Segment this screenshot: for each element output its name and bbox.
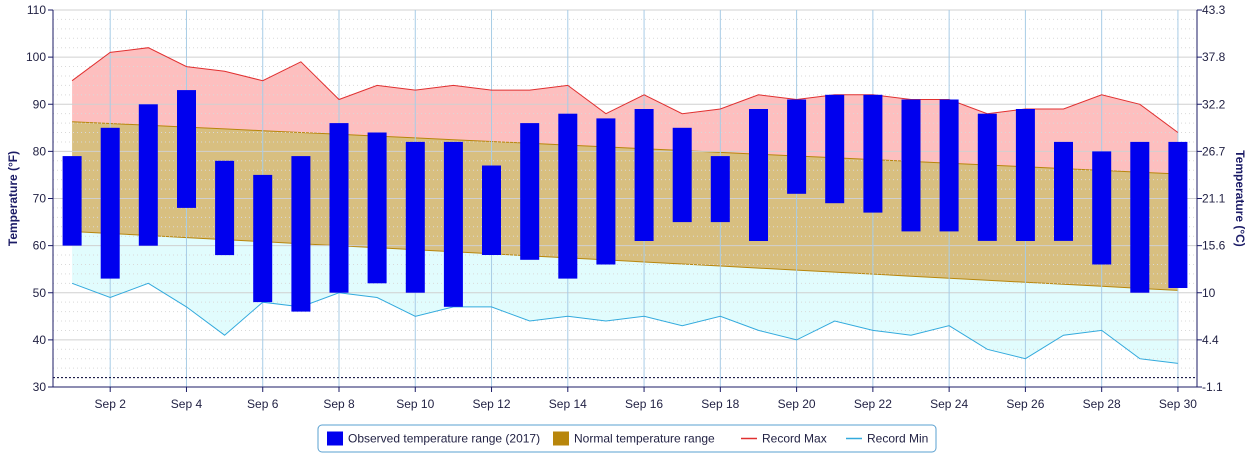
y-tick-label-right: 26.7 xyxy=(1202,144,1226,158)
y-tick-label-right: 21.1 xyxy=(1202,192,1226,206)
y-tick-label-right: 37.8 xyxy=(1202,50,1226,64)
x-tick-label: Sep 8 xyxy=(323,397,355,411)
observed-range-bar[interactable] xyxy=(1130,141,1150,293)
observed-range-bar[interactable] xyxy=(558,113,578,279)
observed-range-bar[interactable] xyxy=(100,127,120,279)
x-tick-label: Sep 12 xyxy=(473,397,511,411)
record-max-line xyxy=(71,47,1179,133)
legend-swatch xyxy=(553,431,569,446)
legend-label: Normal temperature range xyxy=(574,432,715,446)
observed-bars-layer xyxy=(62,90,1188,312)
normal-range-band xyxy=(72,121,1178,291)
x-tick-label: Sep 16 xyxy=(625,397,663,411)
observed-range-bar[interactable] xyxy=(215,160,235,256)
record-lines-layer xyxy=(71,47,1179,364)
legend-label: Record Max xyxy=(762,432,827,446)
observed-range-bar[interactable] xyxy=(825,94,845,204)
observed-range-bar[interactable] xyxy=(634,109,654,241)
legend-box xyxy=(317,424,937,453)
x-tick-label: Sep 14 xyxy=(549,397,587,411)
y-tick-label-right: 15.6 xyxy=(1202,239,1226,253)
y-tick-label-right: -1.1 xyxy=(1202,380,1223,394)
observed-range-bar[interactable] xyxy=(1015,109,1035,241)
observed-range-bar[interactable] xyxy=(710,156,730,223)
observed-range-bar[interactable] xyxy=(749,109,768,241)
y-tick-label-left: 30 xyxy=(33,380,47,394)
y-tick-label-left: 50 xyxy=(33,286,47,300)
x-tick-label: Sep 20 xyxy=(778,397,816,411)
y-tick-label-left: 110 xyxy=(27,3,46,17)
observed-range-bar[interactable] xyxy=(1054,141,1073,241)
x-tick-label: Sep 28 xyxy=(1083,397,1121,411)
observed-range-bar[interactable] xyxy=(329,123,349,293)
observed-range-bar[interactable] xyxy=(977,113,997,241)
legend-item-observed[interactable]: Observed temperature range (2017) xyxy=(327,431,540,446)
legend-label: Record Min xyxy=(867,432,928,446)
y-tick-label-right: 10 xyxy=(1202,286,1216,300)
y-axis-title-left: Temperature (°F) xyxy=(6,151,20,246)
observed-range-bar[interactable] xyxy=(482,165,501,256)
observed-range-bar[interactable] xyxy=(291,156,311,312)
x-tick-label: Sep 26 xyxy=(1006,397,1044,411)
y-tick-label-left: 80 xyxy=(33,144,47,158)
legend[interactable]: Observed temperature range (2017) Normal … xyxy=(317,424,937,453)
observed-range-bar[interactable] xyxy=(863,94,883,213)
observed-range-bar[interactable] xyxy=(405,141,425,293)
observed-range-bar[interactable] xyxy=(1168,141,1188,288)
observed-range-bar[interactable] xyxy=(253,174,273,303)
observed-range-bar[interactable] xyxy=(138,104,158,246)
observed-range-bar[interactable] xyxy=(62,156,82,246)
observed-range-bar[interactable] xyxy=(787,99,807,194)
y-tick-label-left: 100 xyxy=(26,50,46,64)
legend-item-record-min[interactable]: Record Min xyxy=(846,432,928,446)
y-tick-label-left: 70 xyxy=(33,192,47,206)
y-axis-title-right: Temperature (°C) xyxy=(1233,150,1247,247)
observed-range-bar[interactable] xyxy=(367,132,387,284)
legend-swatch xyxy=(327,431,343,446)
record-min-line xyxy=(71,282,1178,364)
legend-label: Observed temperature range (2017) xyxy=(348,432,540,446)
y-tick-label-left: 60 xyxy=(33,239,47,253)
x-tick-label: Sep 10 xyxy=(396,397,434,411)
observed-range-bar[interactable] xyxy=(1092,151,1112,265)
observed-range-bar[interactable] xyxy=(443,141,463,307)
legend-item-normal[interactable]: Normal temperature range xyxy=(553,431,715,446)
observed-range-bar[interactable] xyxy=(596,118,616,265)
observed-range-bar[interactable] xyxy=(901,99,921,232)
x-tick-label: Sep 24 xyxy=(930,397,968,411)
y-tick-label-right: 32.2 xyxy=(1202,97,1226,111)
x-tick-label: Sep 22 xyxy=(854,397,892,411)
x-tick-label: Sep 18 xyxy=(701,397,739,411)
observed-range-bar[interactable] xyxy=(939,99,959,232)
grid-layer xyxy=(53,9,1197,388)
x-tick-label: Sep 4 xyxy=(171,397,203,411)
legend-item-record-max[interactable]: Record Max xyxy=(741,432,827,446)
y-tick-label-left: 40 xyxy=(33,333,47,347)
y-tick-label-left: 90 xyxy=(33,97,47,111)
y-tick-label-right: 4.4 xyxy=(1202,333,1219,347)
observed-range-bar[interactable] xyxy=(177,90,196,208)
axes-layer: 30 40 50 60 70 80 90 100 110 -1.1 4.4 10 15.6 21.1 26.… xyxy=(26,3,1226,411)
y-tick-label-right: 43.3 xyxy=(1202,3,1226,17)
observed-range-bar[interactable] xyxy=(520,123,540,260)
x-tick-label: Sep 30 xyxy=(1159,397,1197,411)
x-tick-label: Sep 6 xyxy=(247,397,279,411)
observed-range-bar[interactable] xyxy=(672,127,692,223)
x-tick-label: Sep 2 xyxy=(95,397,127,411)
